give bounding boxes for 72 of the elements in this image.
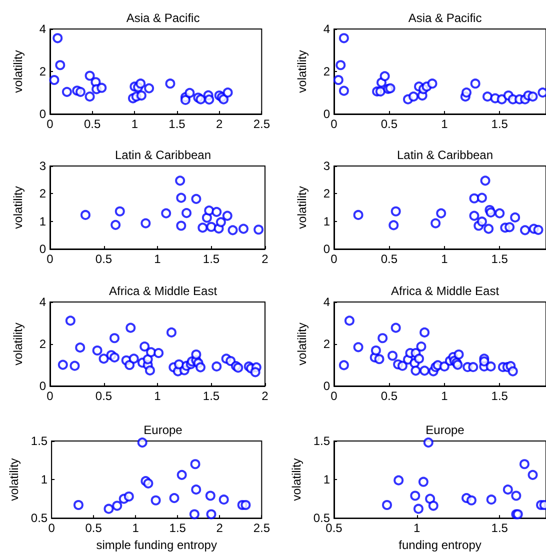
x-tick-label: 1.5: [491, 521, 508, 536]
chart-title: Latin & Caribbean: [396, 148, 494, 162]
y-tick-label: 4: [323, 295, 330, 309]
x-tick-label: 2: [262, 252, 269, 266]
y-axis-title: volatility: [11, 186, 25, 229]
chart-title: Asia & Pacific: [126, 11, 200, 25]
x-tick-label: 1.5: [491, 252, 508, 266]
chart-title: Europe: [144, 423, 183, 437]
x-tick-label: 2.5: [253, 521, 270, 536]
y-tick-label: 4: [323, 22, 330, 36]
x-tick-label: 2: [216, 521, 224, 536]
x-tick-label: 1: [413, 521, 420, 536]
x-tick-label: 1.5: [491, 117, 508, 131]
y-tick-label: 0.5: [30, 511, 48, 526]
x-tick-label: 1: [154, 252, 162, 266]
y-axis-title: volatility: [295, 50, 309, 93]
y-tick-label: 0: [323, 107, 330, 121]
chart-title: Africa & Middle East: [108, 284, 218, 298]
y-tick-label: 1: [323, 214, 330, 228]
y-axis-title: volatility: [289, 458, 304, 501]
chart-title: Asia & Pacific: [408, 11, 482, 25]
y-tick-label: 2: [323, 186, 330, 201]
x-tick-label: 1.5: [491, 389, 508, 403]
y-axis-title: volatility: [295, 322, 309, 366]
y-tick-label: 3: [323, 159, 330, 173]
y-tick-label: 2: [39, 64, 46, 78]
x-tick-label: 1: [154, 389, 162, 403]
y-tick-label: 0: [39, 379, 46, 393]
y-tick-label: 2: [39, 186, 46, 201]
y-tick-label: 1: [39, 214, 46, 228]
y-axis-title: volatility: [11, 50, 25, 93]
x-tick-label: 2.5: [253, 117, 270, 131]
y-tick-label: 1: [40, 472, 48, 487]
y-tick-label: 0: [39, 242, 46, 256]
y-tick-label: 4: [39, 295, 46, 309]
x-axis-title: simple funding entropy: [96, 538, 217, 552]
x-tick-label: 0.5: [85, 521, 102, 536]
y-tick-label: 2: [323, 337, 330, 351]
x-tick-label: 1.5: [202, 389, 220, 403]
x-tick-label: 1: [132, 521, 140, 536]
y-tick-label: 0: [323, 379, 330, 393]
y-tick-label: 2: [323, 64, 330, 78]
y-tick-label: 4: [39, 22, 46, 36]
x-tick-label: 1: [131, 117, 138, 131]
chart-title: Latin & Caribbean: [114, 148, 212, 162]
y-tick-label: 0: [39, 107, 46, 121]
x-tick-label: 1: [441, 389, 448, 403]
x-tick-label: 1.5: [168, 117, 186, 131]
x-axis-title: funding entropy: [398, 538, 482, 552]
chart-title: Africa & Middle East: [390, 284, 500, 298]
x-tick-label: 0.5: [380, 389, 398, 403]
y-tick-label: 3: [39, 159, 46, 173]
x-tick-label: 0.5: [84, 117, 101, 131]
y-tick-label: 1.5: [30, 434, 48, 448]
x-tick-label: 0.5: [95, 252, 112, 266]
chart-title: Europe: [426, 423, 465, 437]
x-tick-label: 1: [441, 117, 448, 131]
y-tick-label: 1.5: [313, 434, 330, 448]
x-tick-label: 1: [441, 252, 448, 266]
y-tick-label: 0: [323, 242, 330, 256]
y-tick-label: 2: [39, 337, 46, 351]
x-tick-label: 0.5: [380, 117, 398, 131]
y-axis-title: volatility: [11, 322, 25, 366]
x-tick-label: 1.5: [169, 521, 186, 536]
y-tick-label: 1: [323, 472, 330, 487]
y-axis-title: volatility: [295, 186, 309, 229]
y-axis-title: volatility: [7, 458, 21, 501]
x-tick-label: 2: [216, 117, 223, 131]
x-tick-label: 0.5: [95, 389, 112, 403]
x-tick-label: 0.5: [380, 252, 398, 266]
x-tick-label: 2: [262, 389, 269, 403]
x-tick-label: 1.5: [202, 252, 220, 266]
